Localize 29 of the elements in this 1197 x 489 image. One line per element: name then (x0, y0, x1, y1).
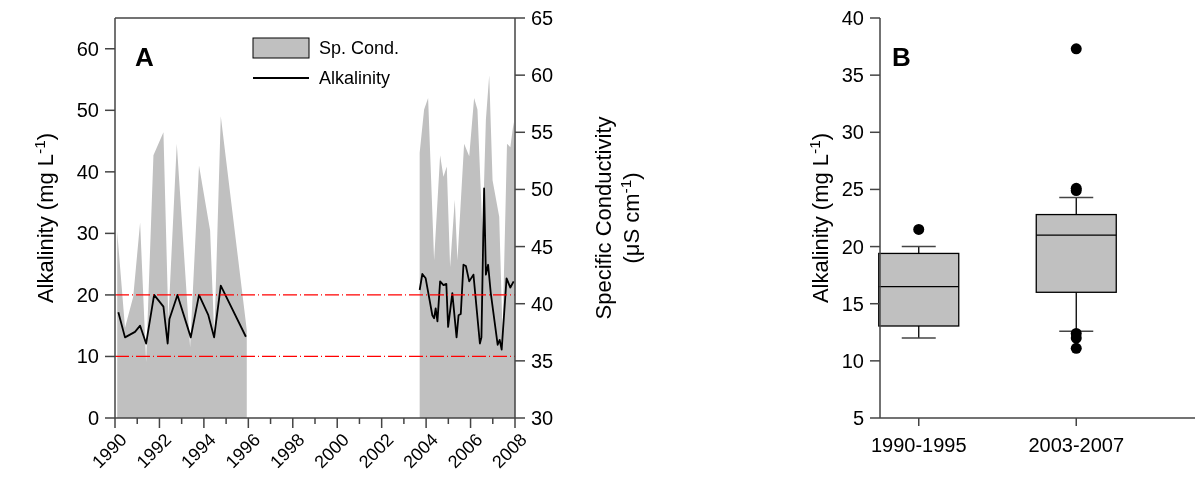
y-tick-label: 30 (76, 222, 99, 245)
y-tick-label: 10 (841, 349, 864, 372)
y-tick-label: 40 (76, 160, 99, 183)
y2-tick-label: 65 (531, 7, 554, 29)
y-tick-label: 50 (76, 99, 99, 122)
y-tick-label: 25 (841, 178, 864, 201)
y2-tick-label: 45 (531, 235, 554, 258)
y2-tick-label: 60 (531, 64, 554, 87)
y-tick-label: 10 (76, 345, 99, 368)
x-tick-label: 2003-2007 (1028, 434, 1125, 456)
y-tick-label: 60 (76, 37, 99, 60)
y2-tick-label: 40 (531, 292, 554, 315)
legend-label: Alkalinity (319, 68, 391, 89)
y2-tick-label: 30 (531, 407, 554, 429)
y-tick-label: 20 (841, 235, 864, 258)
y-tick-label: 0 (87, 407, 99, 429)
y-tick-label: 20 (76, 283, 99, 306)
y-tick-label: 15 (841, 292, 864, 315)
y-tick-label: 30 (841, 121, 864, 144)
y-tick-label: 5 (852, 407, 864, 429)
y2-tick-label: 50 (531, 178, 554, 201)
y2-tick-label: 55 (531, 121, 554, 144)
y-tick-label: 40 (841, 7, 864, 29)
legend-label: Sp. Cond. (319, 38, 400, 59)
annotation: B (892, 42, 911, 72)
annotation: A (135, 42, 154, 72)
x-tick-label: 1990-1995 (870, 434, 967, 456)
y-tick-label: 35 (841, 64, 864, 87)
y2-tick-label: 35 (531, 349, 554, 372)
